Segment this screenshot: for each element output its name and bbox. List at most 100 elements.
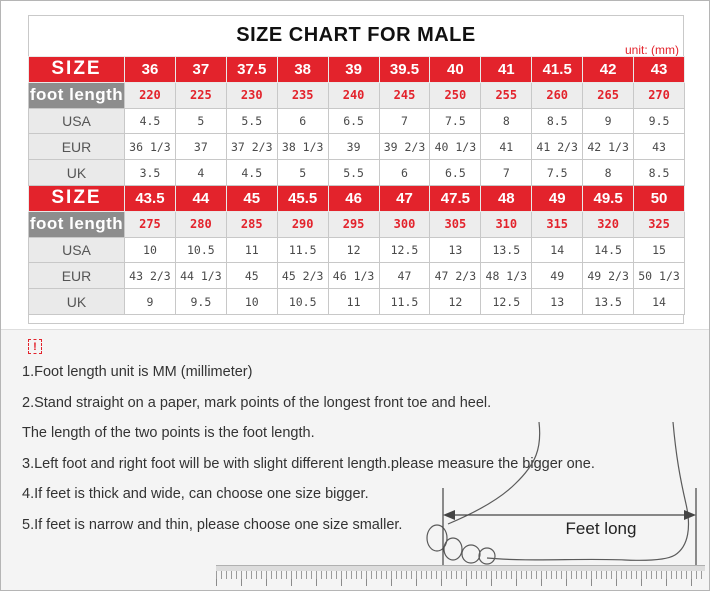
foot-length-value: 255 bbox=[480, 81, 533, 109]
eur-size-value: 41 bbox=[480, 133, 533, 161]
uk-size-value: 11 bbox=[327, 288, 380, 315]
eur-size-value: 43 bbox=[633, 133, 685, 161]
size-value: 41 bbox=[480, 56, 533, 83]
usa-size-value: 9.5 bbox=[633, 107, 685, 135]
uk-size-value: 5.5 bbox=[327, 159, 380, 186]
size-value: 36 bbox=[124, 56, 176, 83]
uk-size-value: 5 bbox=[276, 159, 329, 186]
foot-length-value: 310 bbox=[480, 210, 533, 238]
foot-length-value: 235 bbox=[276, 81, 329, 109]
usa-size-value: 11 bbox=[225, 236, 278, 264]
foot-length-value: 295 bbox=[327, 210, 380, 238]
size-value: 43 bbox=[633, 56, 685, 83]
uk-size-value: 8.5 bbox=[633, 159, 685, 186]
uk-size-value: 9 bbox=[124, 288, 176, 315]
notes-list: 1.Foot length unit is MM (millimeter) 2.… bbox=[22, 363, 595, 546]
note-line: 2.Stand straight on a paper, mark points… bbox=[22, 394, 492, 411]
eur-size-value: 48 1/3 bbox=[480, 262, 533, 290]
usa-size-value: 12 bbox=[327, 236, 380, 264]
foot-length-value: 220 bbox=[124, 81, 176, 109]
size-label: SIZE bbox=[28, 184, 125, 212]
eur-size-label: EUR bbox=[28, 133, 125, 161]
usa-size-value: 4.5 bbox=[124, 107, 176, 135]
eur-size-value: 49 bbox=[531, 262, 584, 290]
foot-length-row: foot length 275 280 285 290 295 300 305 310 315 32… bbox=[28, 210, 685, 238]
uk-size-value: 13 bbox=[531, 288, 584, 315]
eur-size-value: 45 bbox=[225, 262, 278, 290]
feet-long-label: Feet long bbox=[566, 519, 637, 538]
note-line: 1.Foot length unit is MM (millimeter) bbox=[22, 364, 253, 380]
eur-size-value: 44 1/3 bbox=[174, 262, 227, 290]
usa-size-value: 10.5 bbox=[174, 236, 227, 264]
unit-label: unit: (mm) bbox=[625, 43, 679, 57]
size-value: 45.5 bbox=[276, 184, 329, 212]
size-row: SIZE 36 37 37.5 38 39 39.5 40 41 41.5 42 43 bbox=[28, 56, 685, 83]
size-value: 42 bbox=[582, 56, 635, 83]
uk-size-value: 12 bbox=[429, 288, 482, 315]
usa-size-row: USA 4.5 5 5.5 6 6.5 7 7.5 8 8.5 9 9.5 bbox=[28, 107, 685, 135]
warning-icon: ! bbox=[28, 339, 42, 354]
size-value: 50 bbox=[633, 184, 685, 212]
uk-size-value: 8 bbox=[582, 159, 635, 186]
usa-size-label: USA bbox=[28, 107, 125, 135]
foot-measurement-diagram: Feet long bbox=[426, 422, 697, 565]
foot-length-value: 270 bbox=[633, 81, 685, 109]
usa-size-value: 9 bbox=[582, 107, 635, 135]
size-value: 48 bbox=[480, 184, 533, 212]
size-value: 47.5 bbox=[429, 184, 482, 212]
uk-size-row: UK 3.5 4 4.5 5 5.5 6 6.5 7 7.5 8 8.5 bbox=[28, 159, 685, 186]
note-line: The length of the two points is the foot… bbox=[22, 425, 315, 441]
note-line: 4.If feet is thick and wide, can choose … bbox=[22, 486, 369, 502]
eur-size-value: 37 bbox=[174, 133, 227, 161]
size-value: 44 bbox=[174, 184, 227, 212]
foot-length-value: 290 bbox=[276, 210, 329, 238]
foot-length-value: 250 bbox=[429, 81, 482, 109]
usa-size-value: 7.5 bbox=[429, 107, 482, 135]
note-line: 5.If feet is narrow and thin, please cho… bbox=[22, 516, 403, 533]
eur-size-value: 38 1/3 bbox=[276, 133, 329, 161]
size-value: 40 bbox=[429, 56, 482, 83]
usa-size-value: 15 bbox=[633, 236, 685, 264]
uk-size-value: 12.5 bbox=[480, 288, 533, 315]
foot-length-value: 275 bbox=[124, 210, 176, 238]
foot-length-value: 245 bbox=[378, 81, 431, 109]
eur-size-value: 36 1/3 bbox=[124, 133, 176, 161]
size-table: SIZE 36 37 37.5 38 39 39.5 40 41 41.5 42 43 foot len… bbox=[28, 56, 685, 315]
size-table-body: SIZE 36 37 37.5 38 39 39.5 40 41 41.5 42 43 foot len… bbox=[28, 56, 685, 315]
usa-size-value: 13 bbox=[429, 236, 482, 264]
uk-size-value: 7 bbox=[480, 159, 533, 186]
usa-size-value: 5.5 bbox=[225, 107, 278, 135]
size-value: 37 bbox=[174, 56, 227, 83]
size-value: 47 bbox=[378, 184, 431, 212]
foot-length-value: 265 bbox=[582, 81, 635, 109]
eur-size-value: 45 2/3 bbox=[276, 262, 329, 290]
uk-size-label: UK bbox=[28, 159, 125, 186]
size-value: 43.5 bbox=[124, 184, 176, 212]
eur-size-row: EUR 43 2/3 44 1/3 45 45 2/3 46 1/3 47 47 2/3 48 … bbox=[28, 262, 685, 290]
foot-length-row: foot length 220 225 230 235 240 245 250 255 260 26… bbox=[28, 81, 685, 109]
eur-size-value: 50 1/3 bbox=[633, 262, 685, 290]
eur-size-value: 47 bbox=[378, 262, 431, 290]
foot-length-label: foot length bbox=[28, 81, 125, 109]
note-line: 3.Left foot and right foot will be with … bbox=[22, 455, 595, 472]
foot-length-value: 300 bbox=[378, 210, 431, 238]
usa-size-value: 7 bbox=[378, 107, 431, 135]
uk-size-row: UK 9 9.5 10 10.5 11 11.5 12 12.5 13 13.5 14 bbox=[28, 288, 685, 315]
foot-length-value: 260 bbox=[531, 81, 584, 109]
size-value: 49 bbox=[531, 184, 584, 212]
eur-size-label: EUR bbox=[28, 262, 125, 290]
ruler bbox=[216, 565, 705, 586]
size-value: 39 bbox=[327, 56, 380, 83]
usa-size-label: USA bbox=[28, 236, 125, 264]
uk-size-value: 13.5 bbox=[582, 288, 635, 315]
size-value: 38 bbox=[276, 56, 329, 83]
page-title: SIZE CHART FOR MALE bbox=[236, 24, 476, 46]
usa-size-value: 14 bbox=[531, 236, 584, 264]
eur-size-value: 46 1/3 bbox=[327, 262, 380, 290]
usa-size-row: USA 10 10.5 11 11.5 12 12.5 13 13.5 14 14.5 15 bbox=[28, 236, 685, 264]
notes-section: ! 1.Foot length unit is MM (millimeter) … bbox=[1, 329, 709, 590]
size-value: 37.5 bbox=[225, 56, 278, 83]
eur-size-value: 49 2/3 bbox=[582, 262, 635, 290]
usa-size-value: 11.5 bbox=[276, 236, 329, 264]
foot-length-value: 285 bbox=[225, 210, 278, 238]
